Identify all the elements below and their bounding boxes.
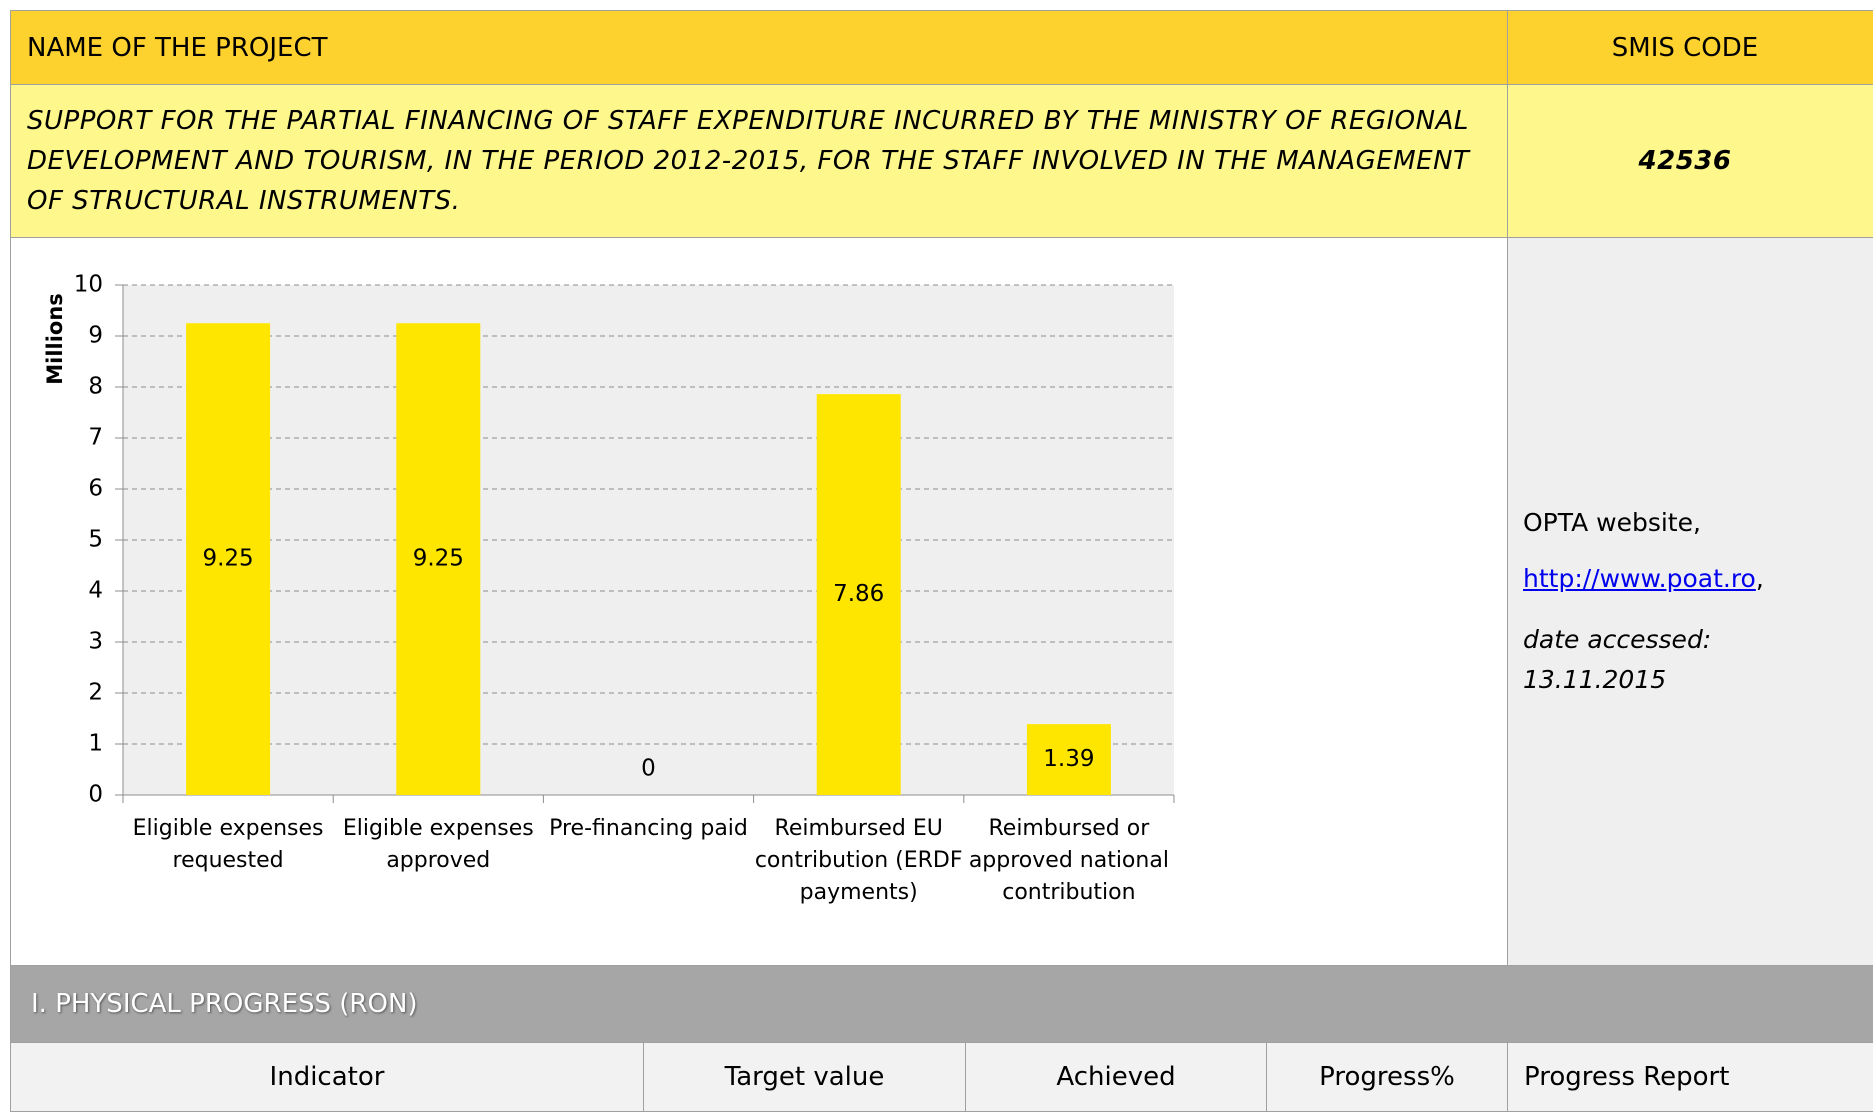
table-header-text: Progress% <box>1319 1062 1455 1092</box>
x-tick-label: Reimbursed or approved national contribu… <box>968 816 1169 905</box>
y-tick-label: 6 <box>88 476 103 502</box>
data-label: 9.25 <box>202 546 253 572</box>
y-tick-label: 8 <box>88 374 103 400</box>
chart-cell: Millions 0 1 2 3 4 5 6 7 8 9 10 9.25 9.25 0 7.86 1.39 E… <box>10 237 1508 966</box>
y-tick-label: 9 <box>88 323 103 349</box>
section-title: I. PHYSICAL PROGRESS (RON) <box>31 989 418 1019</box>
table-header-text: Achieved <box>1056 1062 1176 1092</box>
project-cell: SUPPORT FOR THE PARTIAL FINANCING OF STA… <box>10 84 1508 238</box>
y-tick-label: 1 <box>88 731 103 757</box>
chart: Millions 0 1 2 3 4 5 6 7 8 9 10 9.25 9.25 0 7.86 1.39 <box>43 272 1175 808</box>
source-cell <box>1507 237 1873 966</box>
y-tick-label: 0 <box>88 782 103 808</box>
source-link-line: http://www.poat.ro, <box>1523 564 1764 593</box>
y-tick-label: 4 <box>88 578 103 604</box>
source-link[interactable]: http://www.poat.ro <box>1523 564 1756 593</box>
header-text: SMIS CODE <box>1611 32 1759 63</box>
table-header-text: Progress Report <box>1524 1062 1730 1092</box>
table-header-cell: Achieved <box>965 1042 1267 1112</box>
header-cell: SMIS CODE <box>1507 10 1873 85</box>
source-note: date accessed: 13.11.2015 <box>1523 625 1712 694</box>
table-header-cell: Progress% <box>1266 1042 1508 1112</box>
bar <box>186 323 271 795</box>
data-label: 0 <box>641 756 656 782</box>
table-header-cell: Target value <box>643 1042 966 1112</box>
x-tick-label: Eligible expenses requested <box>132 816 324 873</box>
header-cell: NAME OF THE PROJECT <box>10 10 1508 85</box>
x-tick-label: Pre-financing paid <box>549 816 748 841</box>
x-tick-label: Eligible expenses approved <box>342 816 534 873</box>
table-header-text: Indicator <box>269 1062 385 1092</box>
project-name: SUPPORT FOR THE PARTIAL FINANCING OF STA… <box>27 106 1470 216</box>
source-link-suffix: , <box>1755 564 1764 593</box>
bar <box>816 394 901 795</box>
table-header-text: Target value <box>724 1062 885 1092</box>
y-tick-label: 3 <box>88 629 103 655</box>
source-label: OPTA website, <box>1523 508 1701 537</box>
bar <box>396 323 481 795</box>
section-header: I. PHYSICAL PROGRESS (RON) <box>10 965 1873 1043</box>
bar <box>1026 724 1111 795</box>
y-tick-label: 7 <box>88 425 103 451</box>
table-header-cell: Progress Report <box>1507 1042 1873 1112</box>
data-label: 7.86 <box>833 581 884 607</box>
x-tick-label: Reimbursed EU contribution (ERDF payment… <box>754 816 963 905</box>
y-tick-label: 10 <box>74 272 103 298</box>
header-text: NAME OF THE PROJECT <box>27 32 328 63</box>
data-label: 9.25 <box>413 546 464 572</box>
y-tick-label: 2 <box>88 680 103 706</box>
y-axis-label: Millions <box>43 293 67 385</box>
project-code: 42536 <box>1638 146 1732 176</box>
project-cell: 42536 <box>1507 84 1873 238</box>
data-label: 1.39 <box>1043 746 1094 772</box>
y-tick-label: 5 <box>88 527 103 553</box>
table-header-cell: Indicator <box>10 1042 644 1112</box>
